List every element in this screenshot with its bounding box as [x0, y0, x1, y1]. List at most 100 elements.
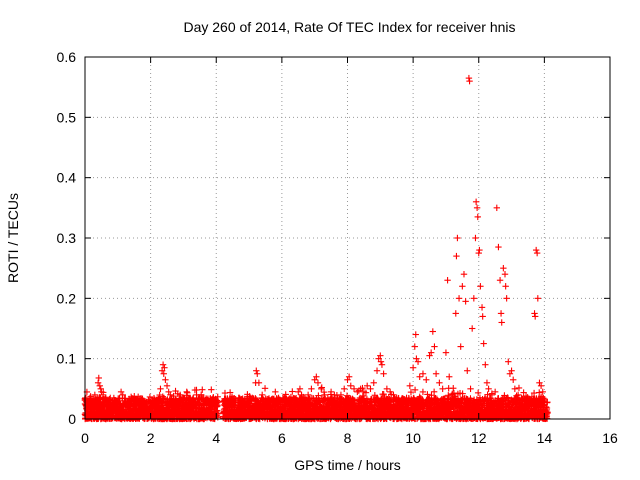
data-point — [423, 376, 430, 383]
y-tick-label: 0 — [68, 411, 76, 427]
data-point — [95, 374, 102, 382]
data-point — [426, 352, 433, 359]
data-point — [413, 355, 420, 362]
data-point — [439, 385, 446, 393]
data-point — [409, 364, 417, 371]
data-point — [183, 388, 190, 396]
data-point — [208, 386, 215, 393]
data-point — [289, 388, 296, 395]
data-point — [476, 246, 483, 254]
data-point — [500, 264, 507, 272]
x-tick-label: 4 — [212, 430, 220, 446]
data-point — [493, 204, 500, 212]
data-point — [536, 379, 543, 386]
data-point — [436, 379, 443, 386]
data-point — [411, 343, 418, 350]
data-point — [311, 376, 318, 383]
data-point — [506, 370, 514, 377]
data-point — [165, 388, 172, 396]
data-point — [505, 358, 512, 365]
data-point — [419, 370, 427, 377]
x-tick-label: 2 — [147, 430, 155, 446]
data-point — [497, 310, 505, 317]
data-point — [406, 382, 414, 390]
data-point — [508, 367, 515, 374]
data-point — [272, 388, 279, 396]
data-point — [261, 385, 269, 392]
y-tick-label: 0.3 — [57, 230, 77, 246]
data-point — [496, 277, 504, 284]
data-point — [345, 373, 353, 380]
x-tick-label: 10 — [405, 430, 421, 446]
data-point — [347, 382, 354, 390]
data-point — [313, 373, 320, 380]
y-tick-label: 0.6 — [57, 49, 77, 65]
y-tick-label: 0.1 — [57, 351, 77, 367]
data-point — [502, 283, 509, 290]
data-point — [367, 385, 374, 393]
data-point — [480, 340, 487, 347]
data-point — [253, 367, 260, 374]
data-point — [296, 385, 304, 393]
data-point — [483, 379, 491, 386]
data-point — [464, 367, 471, 374]
data-point — [295, 388, 302, 396]
data-point — [482, 361, 489, 368]
x-tick-label: 6 — [278, 430, 286, 446]
data-point — [539, 388, 546, 396]
data-point — [465, 74, 473, 82]
data-point — [455, 295, 463, 302]
data-point — [479, 313, 486, 320]
y-tick-label: 0.5 — [57, 109, 77, 125]
data-point — [344, 376, 351, 383]
data-point — [495, 243, 502, 251]
x-axis-label: GPS time / hours — [294, 457, 401, 473]
data-point — [314, 379, 322, 386]
data-point — [532, 246, 540, 254]
data-points — [81, 74, 551, 423]
data-point — [534, 295, 542, 302]
data-point — [485, 385, 492, 393]
data-point — [162, 376, 169, 383]
data-point — [531, 313, 539, 320]
data-point — [473, 204, 481, 212]
data-point — [412, 331, 419, 338]
data-point — [96, 382, 103, 390]
y-tick-label: 0.2 — [57, 290, 77, 306]
data-point — [378, 361, 386, 368]
data-point — [457, 343, 464, 350]
data-point — [373, 367, 381, 374]
data-point — [454, 234, 461, 242]
data-point — [308, 385, 315, 393]
data-point — [467, 385, 474, 393]
data-point — [191, 386, 199, 394]
data-point — [477, 283, 484, 290]
x-tick-label: 8 — [344, 430, 352, 446]
data-point — [531, 310, 538, 317]
data-point — [117, 388, 125, 396]
data-point — [472, 198, 480, 205]
data-point — [510, 376, 517, 383]
data-point — [416, 373, 423, 380]
data-point — [157, 385, 164, 393]
data-point — [478, 304, 486, 311]
data-point — [377, 352, 384, 359]
data-point — [468, 325, 476, 332]
grid-lines — [85, 57, 610, 419]
data-point — [459, 283, 466, 290]
data-point — [537, 382, 545, 390]
data-point — [427, 349, 435, 356]
y-tick-label: 0.4 — [57, 170, 77, 186]
data-point — [370, 379, 377, 386]
data-point — [167, 391, 174, 399]
data-point — [380, 370, 387, 377]
data-point — [254, 370, 261, 377]
data-point — [341, 385, 348, 393]
data-point — [431, 343, 438, 350]
data-point — [470, 295, 478, 302]
data-point — [475, 249, 482, 257]
data-point — [460, 271, 468, 278]
data-point — [199, 386, 206, 393]
